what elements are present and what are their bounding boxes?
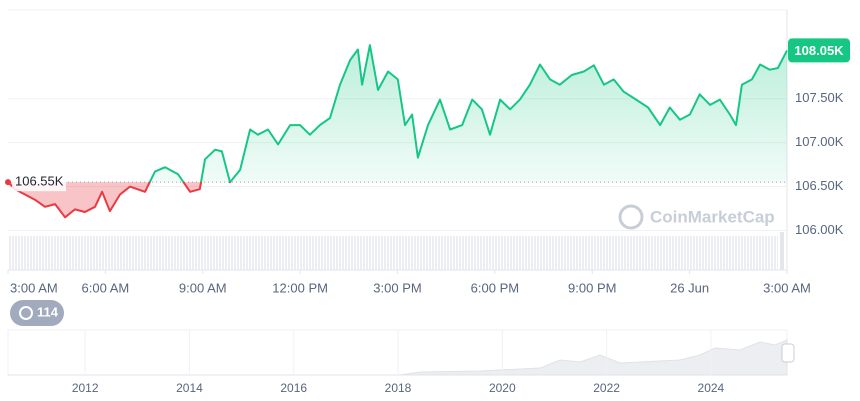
watermark-logo — [618, 204, 644, 230]
baseline-dot — [5, 179, 11, 186]
navigator-tick-label: 2018 — [385, 381, 412, 395]
navigator-tick-label: 2022 — [593, 381, 620, 395]
navigator-tick-label: 2024 — [698, 381, 725, 395]
x-tick-label: 12:00 PM — [272, 280, 328, 295]
y-tick-label: 106.00K — [795, 222, 844, 237]
price-badge-label: 108.05K — [794, 43, 844, 58]
y-tick-label: 107.50K — [795, 90, 844, 105]
x-tick-label: 3:00 PM — [373, 280, 421, 295]
watermark-text: CoinMarketCap — [650, 207, 775, 226]
navigator-area — [8, 339, 788, 376]
history-count[interactable]: 114 — [37, 304, 59, 319]
price-badge — [788, 38, 850, 63]
x-tick-label: 3:00 AM — [763, 280, 811, 295]
price-line — [7, 44, 788, 219]
x-tick-label: 26 Jun — [670, 280, 709, 295]
y-tick-label: 106.50K — [795, 178, 844, 193]
navigator-tick-label: 2012 — [72, 381, 99, 395]
baseline-label: 106.55K — [15, 174, 64, 189]
navigator-tick-label: 2014 — [176, 381, 203, 395]
history-icon — [19, 306, 33, 320]
x-tick-label: 9:00 PM — [568, 280, 616, 295]
x-tick-label: 6:00 AM — [82, 280, 130, 295]
x-tick-label: 9:00 AM — [179, 280, 227, 295]
baseline-label-bg — [12, 173, 66, 192]
navigator-handle[interactable] — [781, 343, 795, 363]
navigator-tick-label: 2020 — [489, 381, 516, 395]
x-tick-label: 6:00 PM — [471, 280, 519, 295]
x-tick-label: 3:00 AM — [10, 280, 58, 295]
volume-bar — [780, 232, 784, 270]
watermark: CoinMarketCap — [618, 204, 775, 230]
history-badge[interactable]: 114 — [10, 300, 64, 326]
volume-bars — [8, 236, 778, 270]
y-tick-label: 107.00K — [795, 134, 844, 149]
navigator-tick-label: 2016 — [280, 381, 307, 395]
